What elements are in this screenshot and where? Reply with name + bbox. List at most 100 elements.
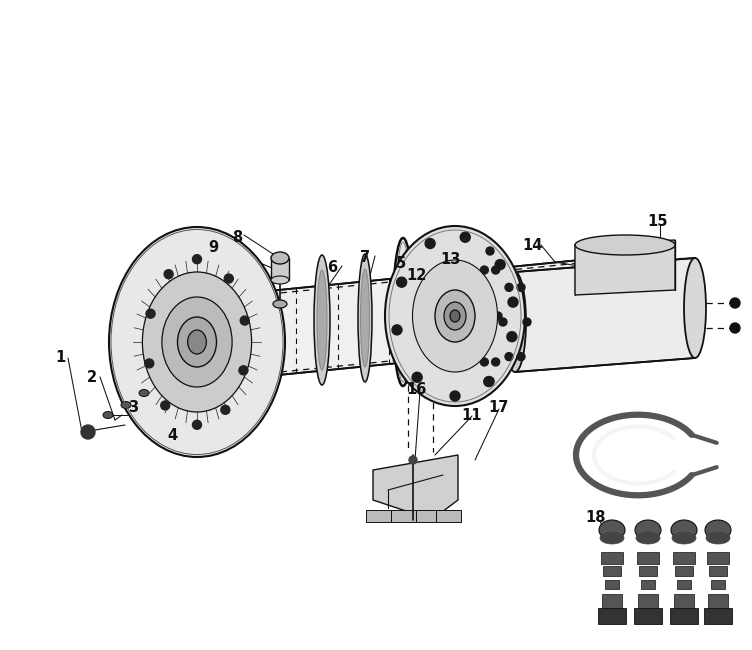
Text: 6: 6 [327,261,337,276]
Ellipse shape [413,260,498,372]
Text: 18: 18 [586,510,606,525]
Bar [637,552,659,564]
Text: 1: 1 [55,350,65,365]
Ellipse shape [385,226,525,406]
Circle shape [221,406,230,414]
Polygon shape [178,258,600,385]
Circle shape [486,377,494,385]
Ellipse shape [109,227,285,457]
Ellipse shape [271,252,289,264]
Bar [639,566,657,576]
Bar [598,608,626,624]
Bar [436,510,461,522]
Circle shape [517,283,525,291]
Circle shape [505,283,513,291]
Bar [605,580,619,589]
Text: 9: 9 [208,240,218,255]
Ellipse shape [671,520,697,540]
Ellipse shape [142,272,252,412]
Ellipse shape [317,270,327,370]
Text: 15: 15 [647,214,669,229]
Circle shape [392,325,402,335]
Text: 16: 16 [407,382,427,396]
Circle shape [409,456,417,464]
Text: 4: 4 [167,428,177,443]
Text: 11: 11 [462,408,482,424]
Circle shape [495,259,505,270]
Text: 13: 13 [440,252,460,268]
Circle shape [508,297,518,307]
Polygon shape [373,455,458,515]
Circle shape [523,318,531,326]
Circle shape [460,232,470,242]
Circle shape [507,332,517,342]
Ellipse shape [358,254,372,382]
Bar [708,594,728,608]
Ellipse shape [672,532,696,544]
Circle shape [193,421,202,429]
Bar [602,594,622,608]
Ellipse shape [360,269,369,367]
Ellipse shape [273,300,287,308]
Text: 5: 5 [396,255,406,270]
Ellipse shape [139,389,149,396]
Circle shape [450,391,460,401]
Ellipse shape [121,402,131,408]
Circle shape [494,312,502,320]
Circle shape [146,309,155,318]
Text: 2: 2 [87,369,97,385]
Bar [603,566,621,576]
Circle shape [505,353,513,361]
Circle shape [193,255,202,264]
Bar [673,552,695,564]
Circle shape [481,358,488,366]
Polygon shape [575,240,675,295]
Ellipse shape [450,310,460,322]
Ellipse shape [706,532,730,544]
Ellipse shape [635,520,661,540]
Bar [711,580,725,589]
Bar [707,552,729,564]
Ellipse shape [176,367,186,374]
Circle shape [517,353,525,361]
Ellipse shape [314,255,330,385]
Text: 12: 12 [406,268,426,283]
Ellipse shape [636,532,660,544]
Circle shape [396,277,407,287]
Bar [704,608,732,624]
Bar [674,594,694,608]
Circle shape [486,247,494,255]
Ellipse shape [705,520,731,540]
Ellipse shape [600,532,624,544]
Circle shape [484,376,494,387]
Ellipse shape [177,317,217,367]
Bar [641,580,655,589]
Circle shape [492,266,499,274]
Bar [634,608,662,624]
Circle shape [478,312,486,320]
Circle shape [224,274,233,283]
Circle shape [412,372,422,382]
Bar [391,510,416,522]
Polygon shape [515,258,695,372]
Circle shape [425,239,435,248]
Bar [271,258,289,280]
Bar [601,552,623,564]
Ellipse shape [435,290,475,342]
Text: 14: 14 [522,237,542,252]
Circle shape [730,298,740,308]
Ellipse shape [444,302,466,330]
Ellipse shape [599,520,625,540]
Circle shape [499,318,507,326]
Circle shape [81,425,95,439]
Circle shape [240,316,249,325]
Circle shape [492,358,499,366]
Ellipse shape [162,297,232,387]
Ellipse shape [271,276,289,284]
Bar [675,566,693,576]
Circle shape [239,366,248,375]
Text: 17: 17 [488,400,508,415]
Circle shape [161,401,170,410]
Circle shape [730,323,740,333]
Circle shape [145,359,153,368]
